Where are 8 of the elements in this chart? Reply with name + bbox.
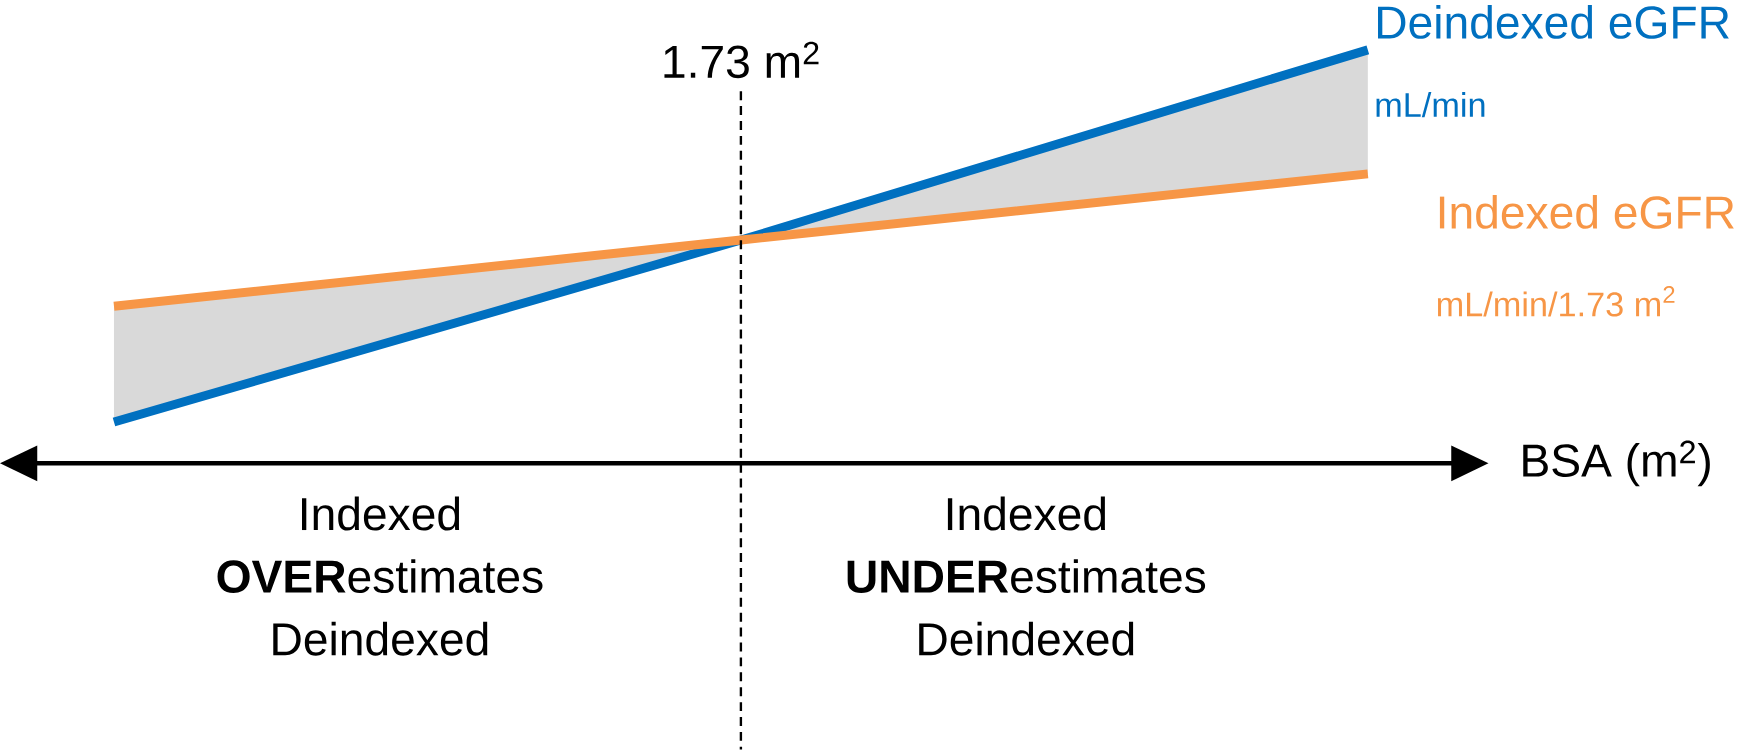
text: Indexed UNDERestimates Deindexed — [847, 496, 1206, 656]
annotation: 1.73 m$^{2}$ — [664, 41, 819, 79]
annotation: mL/min/1.73 m$^{2}$ — [1437, 286, 1675, 317]
series-label: Deindexed eGFR — [1378, 5, 1729, 40]
x-axis-title: BSA (m$^{2}$) — [1523, 440, 1710, 487]
annotation: mL/min — [1376, 92, 1485, 118]
series-label: Indexed eGFR — [1439, 195, 1734, 230]
text: Indexed OVERestimates Deindexed — [217, 496, 543, 656]
